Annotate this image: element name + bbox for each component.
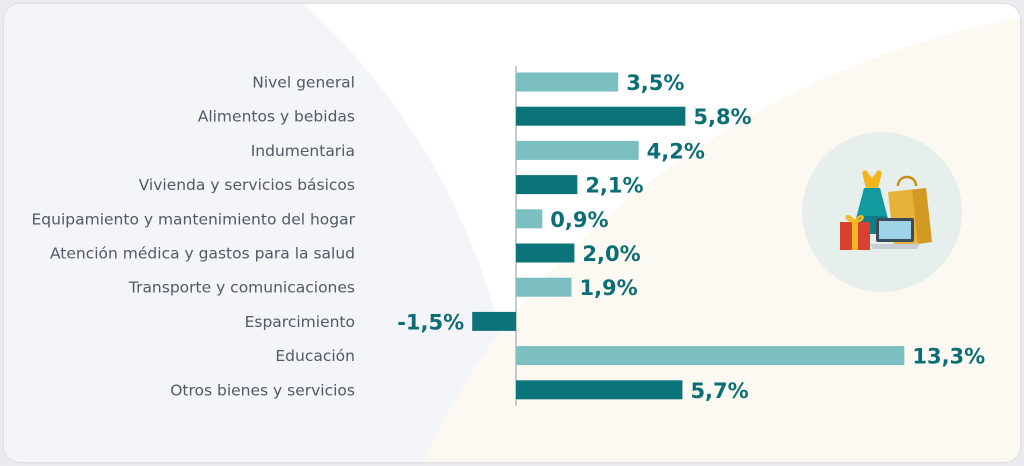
- category-label: Esparcimiento: [245, 313, 355, 331]
- value-label: 2,1%: [585, 174, 643, 198]
- shopping-illustration: [802, 132, 962, 292]
- category-label: Otros bienes y servicios: [170, 381, 355, 399]
- bar-1: [516, 106, 686, 126]
- chart-card: Nivel general 3,5% Alimentos y bebidas 5,8%…: [4, 4, 1020, 462]
- bar-5: [516, 243, 575, 263]
- bar-9: [516, 380, 683, 400]
- value-label: 0,9%: [550, 208, 608, 232]
- bar-chart: Nivel general 3,5% Alimentos y bebidas 5,8%…: [32, 66, 985, 406]
- value-label: 1,9%: [579, 276, 637, 300]
- value-label: -1,5%: [397, 310, 464, 334]
- gift-box-icon: [840, 214, 870, 250]
- laptop-icon: [870, 218, 920, 249]
- category-label: Educación: [275, 347, 355, 365]
- bar-8: [516, 346, 905, 366]
- category-label: Alimentos y bebidas: [198, 108, 355, 126]
- category-label: Indumentaria: [251, 142, 355, 160]
- category-label: Transporte y comunicaciones: [128, 279, 355, 297]
- bar-4: [516, 209, 543, 229]
- value-label: 4,2%: [647, 139, 705, 163]
- bar-2: [516, 140, 639, 160]
- category-label: Vivienda y servicios básicos: [139, 176, 355, 194]
- category-label: Equipamiento y mantenimiento del hogar: [32, 210, 356, 228]
- bar-3: [516, 175, 578, 195]
- bar-0: [516, 72, 619, 92]
- value-label: 5,8%: [693, 105, 751, 129]
- value-label: 2,0%: [582, 242, 640, 266]
- category-label: Atención médica y gastos para la salud: [50, 245, 355, 263]
- value-label: 13,3%: [912, 345, 985, 369]
- category-label: Nivel general: [252, 74, 355, 92]
- bar-7: [472, 311, 516, 331]
- value-label: 5,7%: [690, 379, 748, 403]
- value-label: 3,5%: [626, 71, 684, 95]
- bar-6: [516, 277, 572, 297]
